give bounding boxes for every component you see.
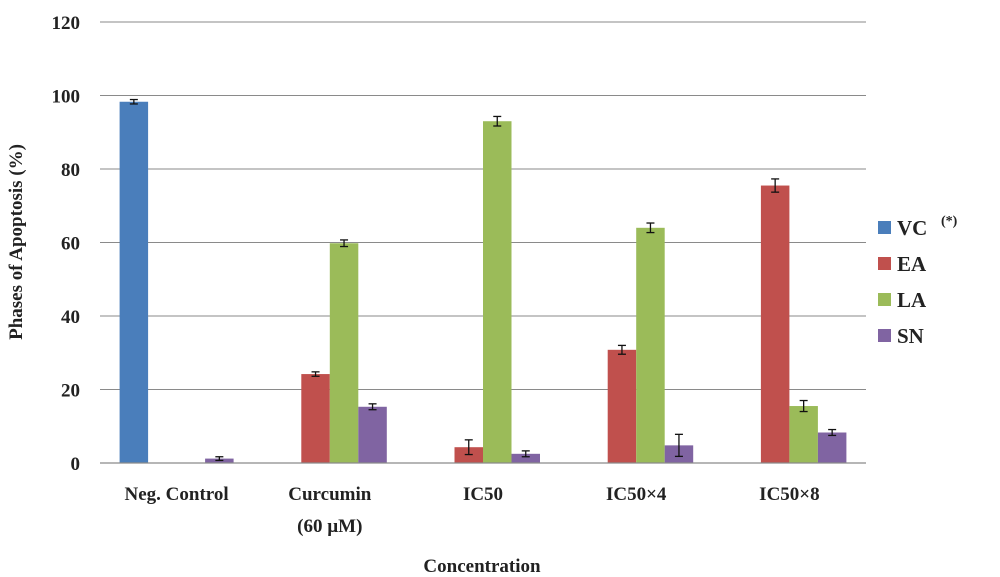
bar-la-1 [329,243,359,463]
error-bar-sn-2 [521,450,530,458]
x-axis-categories: Neg. Control Curcumin (60 µM) IC50 IC50×4 IC5… [125,484,820,537]
y-tick-label: 100 [52,87,81,108]
error-bar-la-2 [493,115,502,127]
bar-ea-3 [607,349,637,463]
legend-label: SN [897,324,924,348]
x-category-label: (60 µM) [297,516,362,537]
x-category-label: Curcumin [288,484,371,505]
x-category-label: Neg. Control [125,484,229,505]
legend-item-ea: EA [878,252,927,276]
y-axis-ticks: 0 20 40 60 80 100 120 [52,13,81,475]
legend-label: VC [897,216,927,240]
y-tick-label: 20 [61,381,80,402]
y-tick-label: 60 [61,234,80,255]
legend-item-sn: SN [878,324,924,348]
x-category-label: IC50×8 [759,484,819,505]
bar-ea-1 [301,374,330,463]
error-bar-ea-1 [311,371,320,377]
bar-sn-4 [817,432,847,463]
error-bar-ea-4 [771,178,780,193]
x-category-label: IC50×4 [606,484,667,505]
error-bar-vc-0 [129,98,138,105]
legend-swatch [878,221,891,234]
error-bar-la-3 [646,222,655,234]
error-bar-sn-1 [368,403,377,411]
x-category-label: IC50 [463,484,503,505]
error-bar-sn-3 [674,433,683,458]
bars [119,101,847,463]
legend-superscript: (*) [941,214,958,229]
legend-item-la: LA [878,288,927,312]
error-bars [129,98,837,462]
y-tick-label: 120 [52,13,81,34]
error-bar-sn-0 [215,456,224,462]
bar-la-4 [789,406,818,463]
y-tick-label: 0 [71,454,81,475]
legend-swatch [878,293,891,306]
x-axis-title: Concentration [423,556,541,577]
legend: VC (*) EA LA SN [878,214,958,348]
bar-sn-2 [511,453,540,463]
error-bar-ea-2 [464,439,473,456]
bar-ea-4 [760,185,790,463]
error-bar-ea-3 [617,344,626,355]
bar-sn-1 [358,406,387,463]
legend-swatch [878,329,891,342]
error-bar-la-4 [799,399,808,413]
y-tick-label: 80 [61,160,80,181]
legend-item-vc: VC (*) [878,214,958,240]
bar-la-3 [636,227,665,463]
bar-vc-0 [119,101,149,463]
legend-label: LA [897,288,927,312]
y-axis-title: Phases of Apoptosis (%) [6,144,27,340]
bar-la-2 [483,121,512,463]
error-bar-la-1 [340,239,349,248]
legend-label: EA [897,252,927,276]
y-tick-label: 40 [61,307,80,328]
legend-swatch [878,257,891,270]
error-bar-sn-4 [828,428,837,437]
